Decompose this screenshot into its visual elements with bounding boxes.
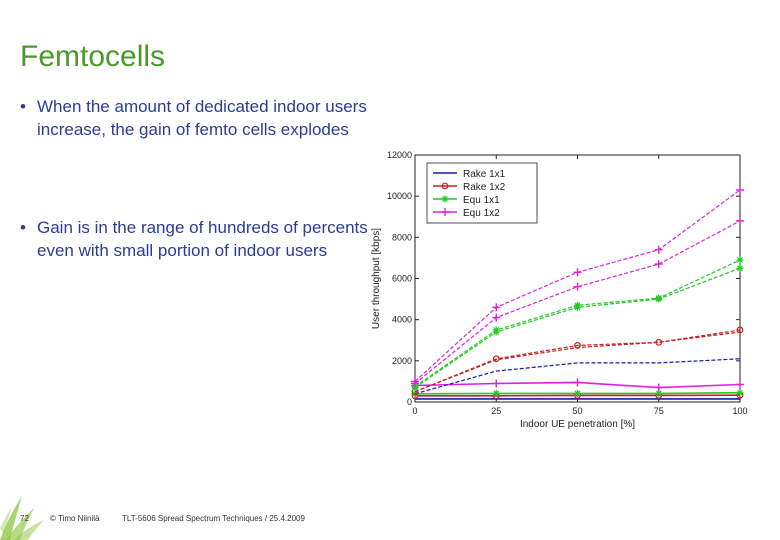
data-point-circle <box>441 182 449 190</box>
bullet-point-1: • When the amount of dedicated indoor us… <box>20 95 380 142</box>
slide-title: Femtocells <box>20 40 166 73</box>
data-point-plus <box>492 379 501 388</box>
data-point-circle <box>736 326 744 334</box>
footer-course-title: TLT-5606 Spread Spectrum Techniques / 25… <box>122 514 305 523</box>
data-point-star <box>736 389 744 397</box>
x-axis-label: Indoor UE penetration [%] <box>520 419 635 430</box>
y-tick-label: 6000 <box>392 274 412 284</box>
data-point-plus <box>411 377 419 386</box>
legend-label: Equ 1x1 <box>463 195 500 206</box>
data-point-star <box>574 389 581 397</box>
data-point-plus <box>736 185 744 194</box>
legend-label: Equ 1x2 <box>463 208 500 219</box>
footer-leaf-shape <box>6 508 34 540</box>
data-point-star <box>492 326 500 334</box>
y-tick-label: 8000 <box>392 232 412 242</box>
data-point-star <box>655 389 663 397</box>
series-line-10 <box>414 220 741 384</box>
series-line-5 <box>414 358 741 395</box>
data-point-plus <box>654 245 663 254</box>
x-tick-label: 0 <box>412 406 417 416</box>
bullet-point-2: • Gain is in the range of hundreds of pe… <box>20 216 380 263</box>
y-tick-label: 4000 <box>392 315 412 325</box>
data-point-circle <box>492 355 500 363</box>
legend-label: Rake 1x1 <box>463 169 506 180</box>
bullet-symbol: • <box>20 97 26 116</box>
legend-label: Rake 1x2 <box>463 182 506 193</box>
throughput-chart: 0 25 50 75 100 0 2000 4000 6000 8000 10000 12000 Ind… <box>371 150 748 430</box>
y-tick-label: 12000 <box>387 150 412 160</box>
data-point-circle <box>574 341 581 349</box>
x-tick-label: 50 <box>572 406 582 416</box>
series-line-6 <box>414 329 741 393</box>
bullet-text-2: Gain is in the range of hundreds of perc… <box>37 218 368 261</box>
x-tick-label: 25 <box>491 406 501 416</box>
data-point-star <box>655 294 663 302</box>
data-point-plus <box>573 378 582 387</box>
data-point-plus <box>736 380 744 389</box>
page-number: 72 <box>20 514 29 523</box>
footer-leaf-shape <box>14 520 44 540</box>
data-point-plus <box>654 383 663 392</box>
y-tick-label: 10000 <box>387 191 412 201</box>
data-point-star <box>574 301 581 309</box>
data-point-star <box>736 256 744 264</box>
bullet-symbol: • <box>20 218 26 237</box>
x-tick-label: 100 <box>732 406 747 416</box>
footer-decoration <box>0 496 44 540</box>
y-axis-label: User throughput [kbps] <box>371 228 382 329</box>
x-tick-label: 75 <box>654 406 664 416</box>
data-point-star <box>736 264 744 272</box>
y-tick-label: 0 <box>407 397 412 407</box>
series-line-7 <box>414 331 741 393</box>
data-point-plus <box>573 268 582 277</box>
data-point-plus <box>492 313 501 322</box>
data-point-plus <box>573 282 582 291</box>
data-point-star <box>492 389 500 397</box>
bullet-text-1: When the amount of dedicated indoor user… <box>37 97 367 140</box>
data-point-plus <box>736 216 744 225</box>
data-point-plus <box>654 260 663 269</box>
y-tick-label: 2000 <box>392 356 412 366</box>
data-point-plus <box>441 208 449 216</box>
data-point-plus <box>492 303 501 312</box>
footer-leaf-shape <box>0 496 22 540</box>
footer-copyright: © Timo Niinilä <box>50 514 100 523</box>
footer-leaf-shape <box>0 506 12 534</box>
data-point-star <box>441 195 449 203</box>
